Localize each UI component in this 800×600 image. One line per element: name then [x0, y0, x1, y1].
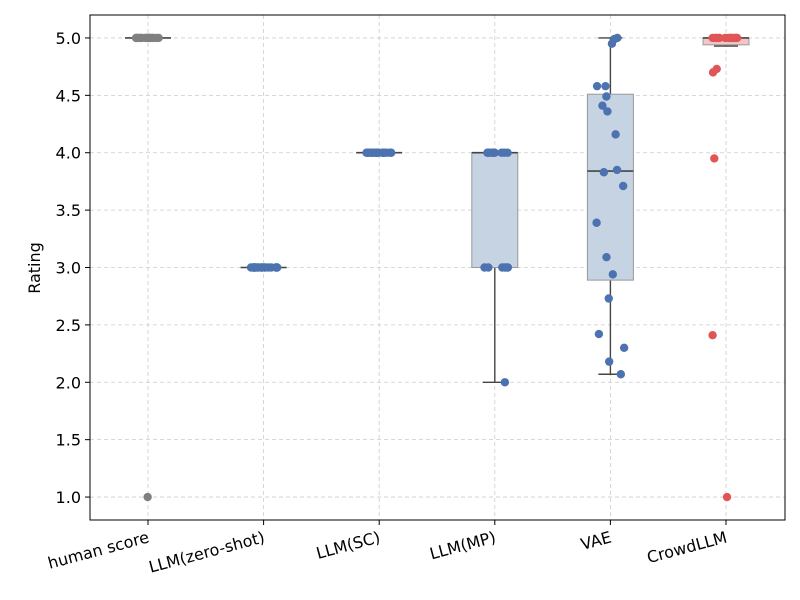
llm-mp-point [497, 148, 506, 157]
vae-point [599, 168, 609, 177]
y-tick-label: 4.5 [56, 86, 81, 105]
vae-point [603, 107, 612, 116]
crowdllm-point [710, 154, 719, 163]
llm-mp-point [502, 263, 511, 272]
x-tick-label-vae: VAE [579, 528, 614, 554]
vae-point [598, 101, 607, 110]
x-tick-label-llm-sc: LLM(SC) [314, 528, 382, 563]
llm-sc-point [379, 148, 388, 157]
y-tick-label: 1.5 [56, 431, 81, 450]
vae-point [594, 329, 604, 339]
y-tick-label: 5.0 [56, 29, 81, 48]
vae-point [618, 181, 628, 191]
llm-zero-shot-point [272, 263, 282, 272]
y-tick-label: 3.5 [56, 201, 81, 220]
vae-point [602, 252, 611, 262]
x-tick-label-human-score: human score [46, 528, 151, 573]
crowdllm-point [731, 33, 740, 43]
vae-point [608, 270, 618, 279]
grid [90, 15, 785, 520]
vae-point [604, 294, 613, 303]
vae-point [616, 370, 626, 379]
y-tick-label: 4.0 [56, 144, 81, 163]
x-tick-label-crowdllm: CrowdLLM [645, 528, 729, 568]
human-score-point [143, 492, 152, 502]
vae-point [602, 92, 611, 101]
llm-zero-shot-point [249, 263, 259, 272]
vae-point [619, 343, 629, 353]
llm-sc-point [362, 148, 371, 157]
vae-point [612, 165, 622, 175]
y-axis: 1.0 1.5 2.0 2.5 3.0 3.5 4.0 4.5 5.0 [56, 29, 90, 507]
llm-zero-shot-point [260, 263, 270, 272]
y-tick-label: 1.0 [56, 488, 81, 507]
y-axis-title: Rating [25, 242, 44, 294]
crowdllm-point [708, 331, 717, 340]
vae-point [601, 81, 610, 91]
crowdllm-point [722, 492, 732, 502]
vae-point [592, 81, 602, 91]
data-points [131, 33, 742, 502]
y-tick-label: 2.5 [56, 316, 81, 335]
llm-zero-shot-point [267, 263, 276, 272]
llm-mp-point [484, 263, 493, 272]
human-score-point [134, 33, 143, 43]
human-score-point [145, 33, 154, 43]
llm-mp-box [471, 152, 519, 269]
vae-point [607, 39, 617, 48]
x-tick-label-llm-zero-shot: LLM(zero-shot) [147, 528, 267, 577]
vae-point [611, 130, 620, 139]
llm-sc-point [372, 148, 381, 157]
llm-mp-point [483, 148, 492, 157]
llm-mp-point [500, 378, 510, 387]
vae-point [604, 357, 614, 366]
vae-point [592, 218, 601, 227]
x-tick-label-llm-mp: LLM(MP) [428, 528, 498, 564]
y-tick-label: 2.0 [56, 373, 81, 392]
crowdllm-point [708, 68, 718, 77]
crowdllm-point [714, 33, 723, 43]
y-tick-label: 3.0 [56, 259, 81, 278]
